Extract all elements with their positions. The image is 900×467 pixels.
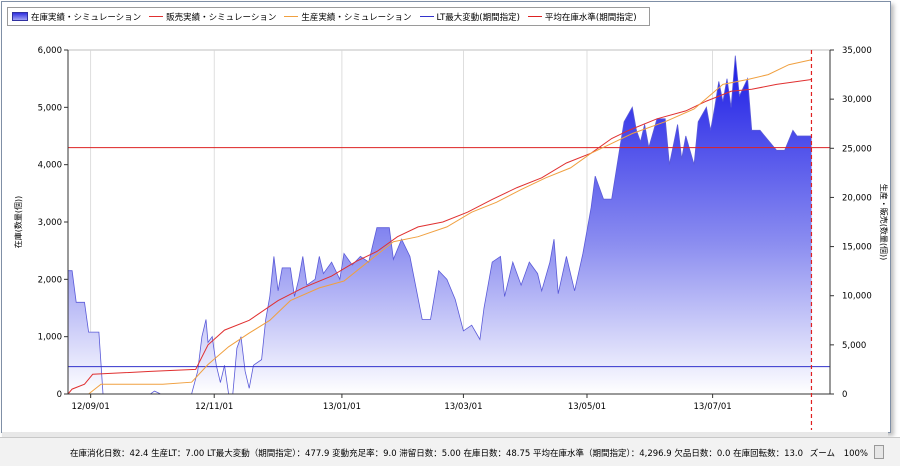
legend-item: 販売実績・シミュレーション	[149, 11, 276, 23]
left-tick-label: 0	[57, 390, 62, 400]
zoom-value: 100%	[843, 449, 868, 459]
x-tick-label: 12/09/01	[72, 402, 110, 412]
right-tick-label: 30,000	[842, 95, 872, 105]
legend-label: 販売実績・シミュレーション	[166, 12, 277, 23]
legend-swatch	[527, 16, 542, 17]
legend-item: 生産実績・シミュレーション	[284, 11, 412, 23]
left-tick-label: 4,000	[38, 161, 62, 171]
legend-item: LT最大変動(期間指定)	[419, 11, 520, 23]
legend-item: 在庫実績・シミュレーション	[12, 11, 141, 23]
legend-label: 平均在庫水準(期間指定)	[544, 12, 637, 23]
horizontal-scrollbar[interactable]	[2, 432, 888, 437]
legend-label: LT最大変動(期間指定)	[436, 12, 520, 23]
x-tick-label: 12/11/01	[195, 402, 233, 412]
chart-legend: 在庫実績・シミュレーション 販売実績・シミュレーション 生産実績・シミュレーション L…	[7, 7, 650, 26]
x-tick-label: 13/07/01	[694, 402, 732, 412]
right-tick-label: 25,000	[842, 144, 872, 154]
reference-lines	[68, 147, 830, 368]
production-line	[68, 59, 812, 395]
left-tick-label: 3,000	[38, 218, 62, 228]
right-tick-label: 35,000	[842, 46, 872, 56]
production-series	[68, 59, 812, 395]
legend-label: 生産実績・シミュレーション	[301, 12, 412, 23]
left-axis-label: 在庫(数量(個))	[13, 196, 23, 248]
right-tick-label: 20,000	[842, 193, 872, 203]
inventory-series	[68, 55, 812, 395]
x-tick-label: 13/03/01	[444, 402, 482, 412]
left-tick-label: 1,000	[38, 333, 62, 343]
status-bar: 在庫消化日数：42.4 生産LT：7.00 LT最大変動（期間指定）：477.9…	[0, 437, 900, 466]
left-tick-label: 5,000	[38, 103, 62, 113]
left-axis-ticks: 0 1,000 2,000 3,000 4,000 5,000 6,000	[38, 46, 68, 400]
right-axis-label: 生産・販売(数量(個))	[879, 184, 889, 260]
x-axis-ticks: 12/09/01 12/11/01 13/01/01 13/03/01 13/05/01…	[72, 394, 732, 412]
left-tick-label: 6,000	[38, 46, 62, 56]
legend-item: 平均在庫水準(期間指定)	[527, 11, 637, 23]
zoom-slider-handle[interactable]	[874, 445, 884, 459]
right-tick-label: 5,000	[842, 341, 866, 351]
x-tick-label: 13/01/01	[323, 402, 361, 412]
zoom-label: ズーム	[809, 449, 835, 459]
legend-swatch	[12, 12, 28, 21]
inventory-area	[68, 55, 812, 394]
legend-swatch	[149, 16, 164, 17]
legend-swatch	[419, 16, 434, 17]
legend-swatch	[284, 16, 299, 17]
right-tick-label: 15,000	[842, 243, 872, 253]
inventory-chart: 0 1,000 2,000 3,000 4,000 5,000 6,000 0 5,000 10…	[13, 46, 889, 430]
right-tick-label: 10,000	[842, 292, 872, 302]
status-summary: 在庫消化日数：42.4 生産LT：7.00 LT最大変動（期間指定）：477.9…	[70, 449, 804, 459]
left-tick-label: 2,000	[38, 275, 62, 285]
sales-line	[67, 79, 812, 395]
inventory-edge	[68, 55, 812, 395]
right-axis-ticks: 0 5,000 10,000 15,000 20,000 25,000 30,000 35,0…	[830, 46, 872, 400]
sales-series	[67, 79, 812, 395]
status-metrics: 在庫消化日数：42.4 生産LT：7.00 LT最大変動（期間指定）：477.9…	[70, 447, 868, 459]
right-tick-label: 0	[842, 390, 847, 400]
x-tick-label: 13/05/01	[568, 402, 606, 412]
legend-label: 在庫実績・シミュレーション	[31, 12, 142, 23]
